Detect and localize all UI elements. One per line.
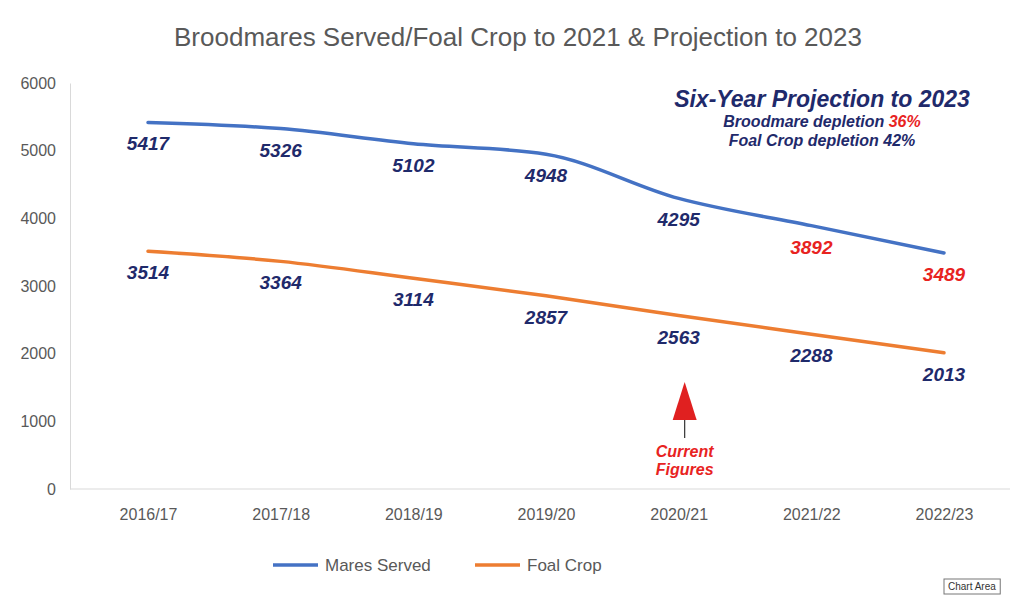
- x-axis: 2016/17 2017/18 2018/19 2019/20 2020/21 2021/…: [70, 489, 1010, 523]
- x-tick-label: 2019/20: [518, 506, 576, 523]
- data-label: 3489: [923, 264, 966, 285]
- x-tick-label: 2018/19: [385, 506, 443, 523]
- y-axis: 0 1000 2000 3000 4000 5000 6000: [20, 75, 70, 498]
- data-label: 4948: [524, 165, 568, 186]
- current-label-line: Figures: [656, 461, 714, 478]
- x-axis-line: [70, 489, 1010, 490]
- y-tick: 2000: [20, 345, 70, 362]
- arrow-head: [673, 382, 697, 420]
- series-line: [148, 122, 944, 252]
- tooltip: Chart Area: [944, 579, 1000, 594]
- legend-item: Foal Crop: [475, 556, 602, 575]
- tooltip-text: Chart Area: [948, 581, 996, 592]
- current-arrow: CurrentFigures: [656, 382, 714, 478]
- y-tick-label: 3000: [20, 278, 56, 295]
- chart: Broodmares Served/Foal Crop to 2021 & Pr…: [0, 0, 1024, 597]
- background: [0, 0, 1024, 597]
- data-label: 5326: [260, 140, 303, 161]
- annotation-heading: Six-Year Projection to 2023: [674, 86, 970, 112]
- legend-item: Mares Served: [273, 556, 431, 575]
- data-label: 2288: [789, 345, 833, 366]
- annotation-text: Broodmare depletion: [723, 113, 884, 130]
- legend-label: Mares Served: [325, 556, 431, 575]
- x-tick: 2017/18: [252, 489, 310, 523]
- tooltip-box: [944, 579, 1000, 594]
- current-label-line: Current: [656, 443, 714, 460]
- y-tick-label: 4000: [20, 210, 56, 227]
- legend-swatch: [273, 563, 318, 567]
- x-tick: 2021/22: [783, 489, 841, 523]
- y-tick-label: 0: [47, 481, 56, 498]
- data-label: 3892: [790, 237, 833, 258]
- annotation: Broodmare depletion 36%: [723, 113, 920, 130]
- y-tick-label: 5000: [20, 142, 56, 159]
- x-tick: 2020/21: [650, 489, 708, 523]
- x-tick-label: 2022/23: [916, 506, 974, 523]
- title: Broodmares Served/Foal Crop to 2021 & Pr…: [174, 22, 862, 52]
- y-tick: 4000: [20, 210, 70, 227]
- annotation-value: 42%: [882, 132, 915, 149]
- arrow-stem: [684, 420, 685, 438]
- data-labels: 5417 5326 5102 4948 4295 3892 3489 3514 3364 3114…: [127, 133, 966, 384]
- x-tick-label: 2017/18: [252, 506, 310, 523]
- y-tick: 3000: [20, 278, 70, 295]
- legend: Mares Served Foal Crop: [273, 556, 602, 575]
- series-line: [148, 251, 944, 353]
- annotation-text: Foal Crop depletion: [729, 132, 879, 149]
- x-tick: 2018/19: [385, 489, 443, 523]
- data-label: 5102: [392, 155, 435, 176]
- x-tick: 2019/20: [518, 489, 576, 523]
- data-label: 5417: [127, 133, 171, 154]
- legend-label: Foal Crop: [527, 556, 602, 575]
- x-tick: 2016/17: [120, 489, 178, 523]
- plot-area: [148, 122, 944, 352]
- annotations: Six-Year Projection to 2023Broodmare dep…: [656, 86, 970, 478]
- data-label: 3114: [393, 289, 434, 310]
- x-tick-label: 2021/22: [783, 506, 841, 523]
- y-tick: 0: [47, 481, 70, 498]
- y-tick: 1000: [20, 413, 70, 430]
- x-tick: 2022/23: [916, 489, 974, 523]
- data-label: 2013: [922, 364, 966, 385]
- annotation: Foal Crop depletion 42%: [729, 132, 916, 149]
- annotation-value: 36%: [889, 113, 921, 130]
- y-tick: 6000: [20, 75, 70, 92]
- data-label: 4295: [657, 209, 701, 230]
- x-tick-label: 2020/21: [650, 506, 708, 523]
- data-label: 2563: [657, 327, 701, 348]
- data-label: 3514: [127, 262, 170, 283]
- y-tick-label: 6000: [20, 75, 56, 92]
- y-tick-label: 1000: [20, 413, 56, 430]
- data-label: 2857: [524, 307, 569, 328]
- y-tick: 5000: [20, 142, 70, 159]
- legend-swatch: [475, 563, 520, 567]
- x-tick-label: 2016/17: [120, 506, 178, 523]
- y-tick-label: 2000: [20, 345, 56, 362]
- y-axis-line: [70, 84, 71, 490]
- current-label: CurrentFigures: [656, 443, 714, 478]
- data-label: 3364: [260, 272, 303, 293]
